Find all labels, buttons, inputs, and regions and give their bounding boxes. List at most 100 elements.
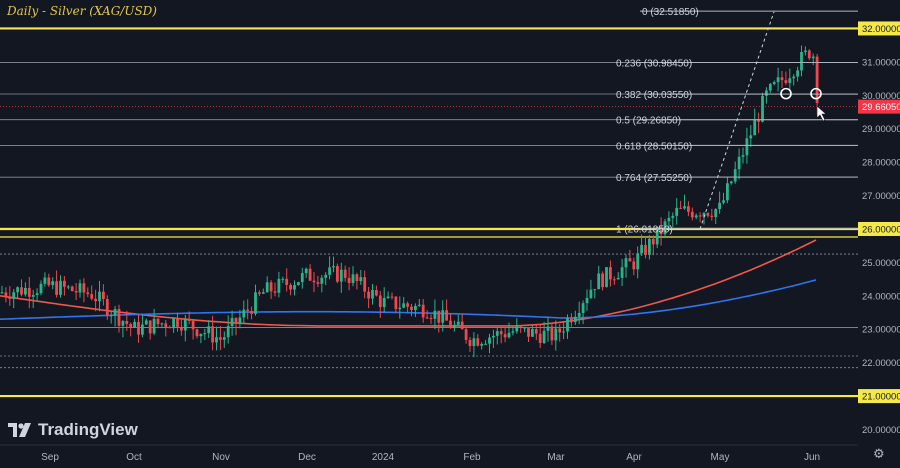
candle-body (511, 331, 515, 333)
time-axis: Sep Oct Nov Dec 2024 Feb Mar Apr May Jun (0, 444, 858, 463)
candle-body (12, 292, 16, 299)
candle-body (402, 303, 406, 308)
candle-body (0, 292, 4, 294)
fib-label: 0 (32.51850) (642, 7, 699, 18)
candle-body (410, 306, 413, 311)
candle-body (215, 337, 218, 343)
candle-body (472, 338, 476, 347)
candle-body (261, 292, 265, 294)
candle-body (8, 296, 12, 299)
candle-body (554, 328, 558, 341)
candle-body (347, 277, 351, 283)
candle-body (24, 287, 27, 295)
candle-body (679, 207, 682, 209)
candle-body (601, 273, 604, 288)
price-tick-label: 20.00000 (862, 425, 900, 436)
candle-body (792, 76, 796, 79)
candle-body (304, 268, 308, 274)
candle-body (456, 321, 460, 325)
candle-body (98, 291, 101, 302)
candle-body (651, 238, 655, 245)
time-tick-label: May (711, 452, 730, 463)
candle-body (324, 274, 328, 278)
price-tick-label: 29.66050 (862, 102, 900, 113)
candle-body (460, 321, 464, 330)
cursor-icon (816, 105, 827, 122)
price-tick-label: 21.00000 (862, 392, 900, 403)
candle-body (772, 82, 776, 84)
candle-body (176, 318, 179, 327)
candle-body (585, 297, 589, 304)
candle-body (519, 326, 523, 328)
fibonacci-levels: 0 (32.51850) 0.236 (30.98450) 0.382 (30.03… (616, 7, 858, 235)
candle-body (351, 274, 355, 283)
candle-body (683, 206, 686, 209)
candle-body (336, 266, 339, 282)
candle-body (753, 120, 757, 136)
candle-body (741, 155, 745, 157)
candle-body (761, 95, 764, 122)
gear-icon[interactable]: ⚙ (873, 447, 885, 462)
candle-body (254, 292, 257, 314)
chart-title: Daily - Silver (XAG/USD) (7, 4, 157, 18)
candle-body (449, 320, 452, 329)
candle-body (445, 310, 448, 321)
candle-body (371, 290, 374, 299)
candle-body (484, 343, 487, 345)
candle-body (566, 318, 569, 332)
candle-body (421, 304, 425, 318)
candle-body (659, 226, 663, 235)
candle-body (655, 226, 659, 245)
candle-body (359, 277, 363, 282)
candle-body (632, 261, 636, 270)
candle-body (355, 274, 359, 282)
candle-body (433, 310, 437, 319)
candle-body (328, 267, 331, 275)
candle-body (367, 291, 370, 299)
candle-body (628, 258, 632, 262)
time-tick-label: Sep (41, 452, 59, 463)
candle-body (531, 329, 534, 337)
candle-body (765, 90, 768, 96)
candle-body (480, 343, 484, 346)
candle-body (332, 266, 335, 268)
candle-body (726, 183, 729, 201)
candle-body (203, 333, 207, 335)
candle-body (788, 78, 792, 83)
candle-body (219, 337, 222, 340)
candle-body (612, 279, 616, 281)
candle-body (144, 320, 148, 325)
candle-body (281, 278, 285, 280)
candle-body (780, 77, 784, 81)
candle-body (230, 318, 234, 327)
candle-body (577, 313, 581, 317)
candle-body (609, 267, 612, 280)
candle-body (702, 213, 706, 217)
candle-body (121, 321, 125, 326)
candle-body (616, 277, 620, 280)
candle-body (55, 281, 58, 295)
candle-body (129, 323, 133, 328)
time-tick-label: Oct (126, 452, 142, 463)
candle-body (776, 77, 780, 83)
price-tick-label: 32.00000 (862, 24, 900, 35)
candle-body (534, 329, 538, 334)
candle-body (238, 317, 242, 324)
price-tick-label: 22.00000 (862, 358, 900, 369)
candle-body (581, 303, 585, 314)
candle-body (690, 211, 694, 218)
candle-body (527, 327, 530, 337)
candle-body (297, 282, 300, 286)
fib-trend-line (699, 11, 775, 230)
candle-body (675, 207, 679, 216)
candle-body (737, 156, 741, 170)
horizontal-lines (0, 27, 858, 398)
candle-body (86, 292, 90, 295)
candle-body (343, 269, 347, 278)
candle-body (671, 215, 675, 218)
candle-body (35, 293, 39, 296)
candle-body (558, 328, 562, 333)
time-tick-label: 2024 (372, 452, 395, 463)
candle-body (191, 320, 195, 330)
